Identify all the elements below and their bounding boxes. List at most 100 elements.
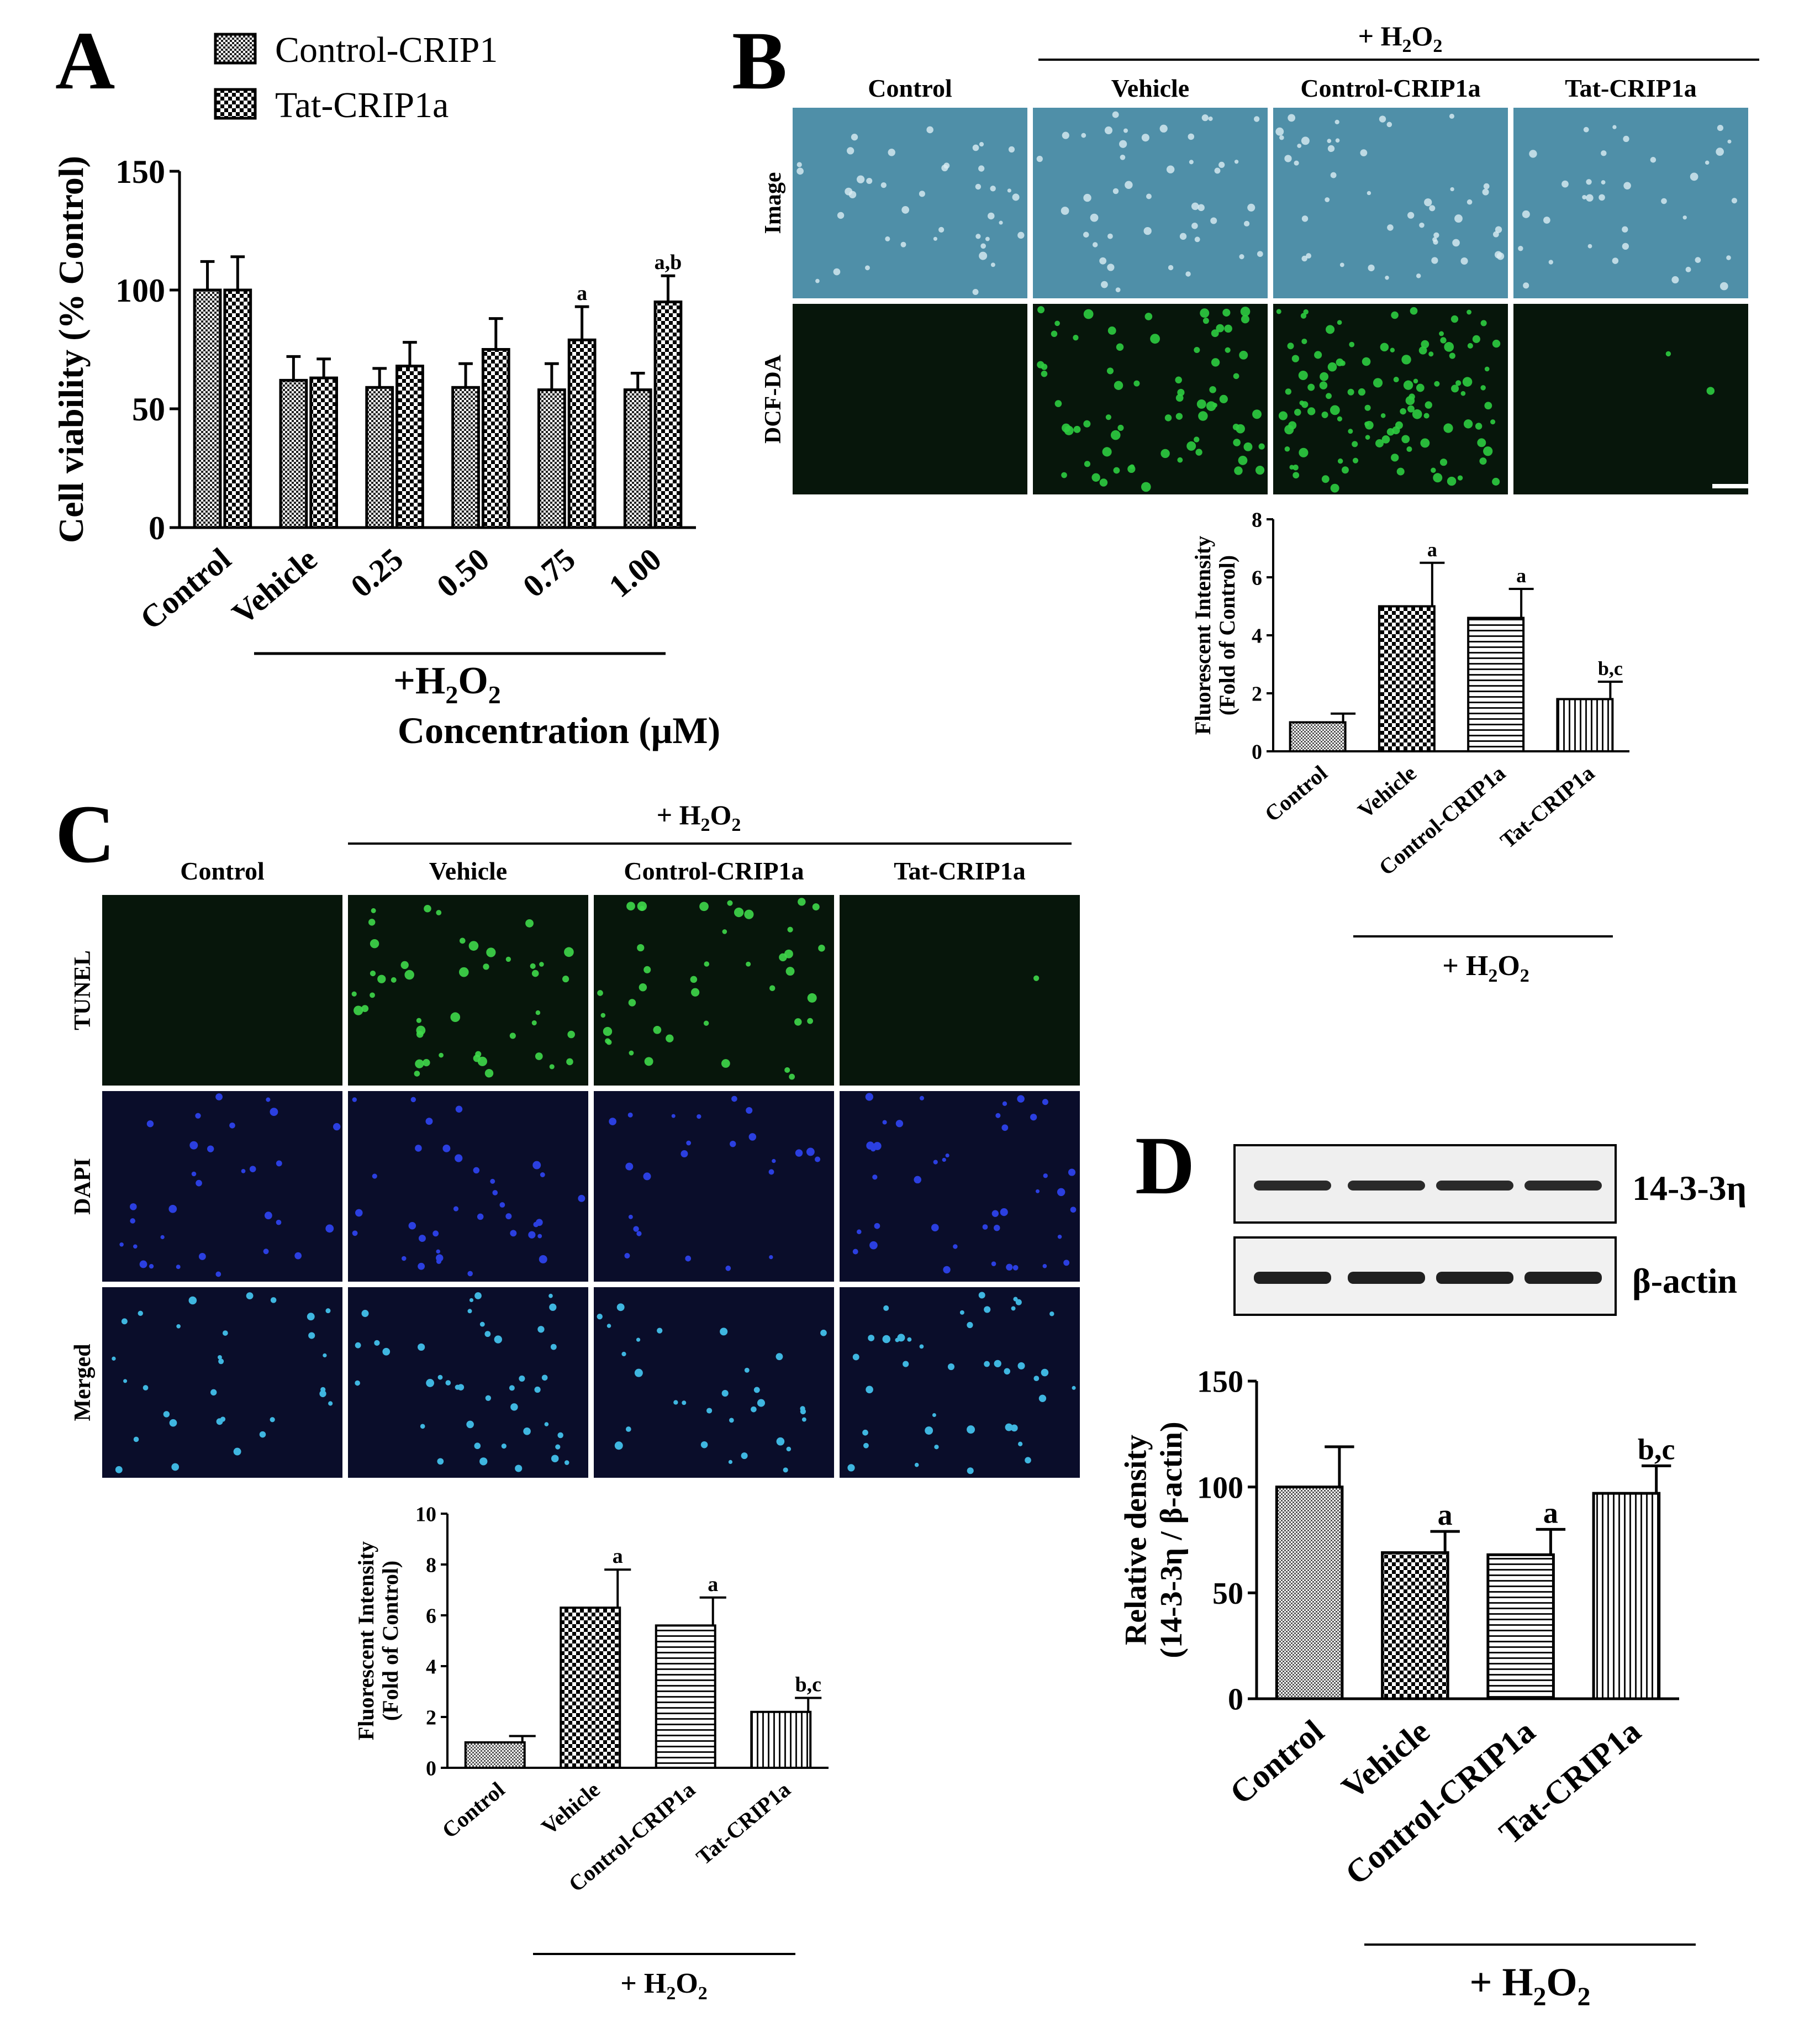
chart-d-ytick-label: 150: [1197, 1365, 1243, 1399]
chart-b-annotation-vehicle: a: [1427, 539, 1437, 561]
chart-a-bar-control-crip1-0-75: [537, 388, 566, 529]
chart-d-xtick-control: Control: [1223, 1713, 1331, 1811]
panel-letter-b: B: [732, 15, 787, 107]
chart-d-bar-control: [1275, 1486, 1344, 1700]
chart-c-ytick-label: 10: [415, 1503, 436, 1526]
panel-b-col-header-vehicle: Vehicle: [1111, 74, 1189, 102]
panel-c-tile-dapi-control-crip1a: [594, 1091, 834, 1282]
panel-letter-d: D: [1135, 1120, 1195, 1211]
chart-a-ylabel: Cell viability (% Control): [51, 156, 91, 543]
chart-d-annotation-tat-crip1a: b,c: [1638, 1432, 1675, 1466]
panel-b-row-header-dcf-da: DCF-DA: [761, 354, 786, 444]
chart-a-xlabel: Concentration (μM): [398, 709, 720, 751]
blot-label-beta-actin: β-actin: [1632, 1261, 1737, 1300]
panel-b-tile-dcf-da-control-crip1a: [1273, 304, 1508, 494]
panel-c-tile-merged-control: [102, 1287, 342, 1478]
chart-a: Control-CRIP1 Tat-CRIP1a aa,b 050100150 …: [51, 30, 720, 751]
chart-b-ytick-label: 4: [1252, 624, 1262, 647]
panel-b-tile-image-vehicle: [1033, 108, 1268, 298]
chart-b-bar-vehicle: [1378, 605, 1436, 752]
panel-c-row-header-tunel: TUNEL: [70, 950, 96, 1030]
chart-a-bar-control-crip1-vehicle: [279, 378, 308, 529]
chart-a-bar-tat-crip1a-0-75: [567, 338, 597, 529]
chart-a-annotation-1-00: a,b: [655, 251, 682, 274]
chart-b-ylabel: Fluorescent Intensity(Fold of Control): [1190, 536, 1239, 735]
panel-c-tile-merged-vehicle: [348, 1287, 588, 1478]
legend-swatch-tat-crip1a: [214, 88, 257, 120]
chart-d-bar-control-crip1a: [1486, 1553, 1555, 1700]
chart-c-xtick-control: Control: [437, 1777, 510, 1843]
chart-b-xtick-vehicle: Vehicle: [1353, 760, 1421, 823]
chart-a-xtick-control: Control: [133, 541, 238, 636]
chart-d-ytick-label: 50: [1212, 1577, 1243, 1611]
chart-c-annotation-tat-crip1a: b,c: [795, 1673, 821, 1697]
chart-a-legend: Control-CRIP1 Tat-CRIP1a: [214, 30, 498, 125]
chart-b-bar-control-crip1a: [1467, 617, 1525, 752]
panel-c-tile-tunel-control: [102, 895, 342, 1086]
panel-c-tile-merged-tat-crip1a: [840, 1287, 1080, 1478]
chart-c-bar-vehicle: [560, 1606, 621, 1769]
panel-b-tile-image-control: [793, 108, 1027, 298]
panel-b-row-header-image: Image: [761, 172, 786, 234]
chart-a-group-label: +H2O2: [393, 660, 501, 709]
panel-c-group-label: + H2O2: [657, 799, 741, 835]
chart-c-xtick-tat-crip1a: Tat-CRIP1a: [692, 1777, 795, 1869]
chart-d-ylabel: Relative density(14-3-3η / β-actin): [1119, 1421, 1188, 1658]
chart-a-ytick-label: 100: [115, 272, 165, 309]
legend-label-control-crip1: Control-CRIP1: [275, 30, 498, 70]
blot-band-beta-actin-lane-2: [1348, 1272, 1425, 1284]
chart-b-annotation-control-crip1a: a: [1516, 565, 1526, 587]
chart-c-bar-control-crip1a: [655, 1624, 716, 1769]
chart-d-xtick-vehicle: Vehicle: [1335, 1713, 1437, 1806]
chart-b-ytick-label: 2: [1252, 682, 1262, 705]
panel-c-col-header-vehicle: Vehicle: [429, 857, 507, 885]
panel-c-tile-tunel-tat-crip1a: [840, 895, 1080, 1086]
panel-c-tile-tunel-vehicle: [348, 895, 588, 1086]
chart-d-ytick-label: 100: [1197, 1471, 1243, 1505]
chart-c-ytick-label: 0: [426, 1757, 436, 1780]
chart-b-xtick-control: Control: [1260, 760, 1332, 826]
panel-c-row-header-dapi: DAPI: [70, 1158, 96, 1215]
chart-c-bar-control: [464, 1741, 526, 1769]
panel-c-col-header-control: Control: [180, 857, 265, 885]
chart-d-annotation-vehicle: a: [1438, 1498, 1453, 1531]
chart-c-ytick-label: 8: [426, 1553, 436, 1577]
panel-b-tile-dcf-da-tat-crip1a: [1513, 304, 1748, 494]
panel-c-tile-dapi-control: [102, 1091, 342, 1282]
chart-a-bar-tat-crip1a-vehicle: [309, 376, 338, 529]
chart-a-ytick-label: 0: [149, 510, 165, 546]
chart-b-bar-control: [1289, 721, 1347, 752]
chart-a-annotation-0-75: a: [577, 282, 587, 305]
chart-a-bar-tat-crip1a-control: [223, 288, 252, 529]
blot-band-beta-actin-lane-1: [1254, 1272, 1331, 1284]
chart-a-bar-tat-crip1a-0-50: [481, 348, 510, 529]
blot-band-14-3-3-lane-4: [1524, 1181, 1602, 1191]
panel-b-tile-image-tat-crip1a: [1513, 108, 1748, 298]
panel-c-tile-dapi-vehicle: [348, 1091, 588, 1282]
blot-band-14-3-3-lane-3: [1436, 1181, 1513, 1191]
blot-band-beta-actin-lane-4: [1524, 1272, 1602, 1284]
chart-d-xtick-control-crip1a: Control-CRIP1a: [1338, 1713, 1542, 1892]
panel-b-col-header-tat-crip1a: Tat-CRIP1a: [1565, 74, 1697, 102]
chart-a-bar-control-crip1-control: [193, 288, 222, 529]
chart-a-ytick-label: 150: [115, 154, 165, 190]
chart-b-bar-tat-crip1a: [1556, 698, 1614, 752]
chart-d: a a b,c 0 50 100 150 Control VehicleControl-CR…: [1119, 1365, 1696, 2011]
panel-c-row-header-merged: Merged: [70, 1344, 96, 1421]
chart-d-group-label: + H2O2: [1469, 1960, 1590, 2011]
chart-d-bar-vehicle: [1381, 1551, 1449, 1700]
chart-c-ylabel: Fluorescent Intensity(Fold of Control): [354, 1541, 403, 1740]
chart-a-bar-tat-crip1a-1-00: [653, 301, 683, 529]
panel-c-tile-tunel-control-crip1a: [594, 895, 834, 1086]
chart-b-xtick-tat-crip1a: Tat-CRIP1a: [1495, 760, 1599, 853]
panel-b-tile-dcf-da-vehicle: [1033, 304, 1268, 494]
chart-a-ytick-label: 50: [132, 391, 165, 428]
chart-a-bar-control-crip1-0-25: [365, 386, 394, 529]
chart-a-xtick-1-00: 1.00: [602, 541, 668, 604]
chart-c-ytick-label: 6: [426, 1604, 436, 1627]
chart-a-bar-control-crip1-1-00: [623, 388, 652, 529]
panel-c-tile-merged-control-crip1a: [594, 1287, 834, 1478]
panel-b-col-header-control: Control: [868, 74, 952, 102]
chart-d-bar-tat-crip1a: [1592, 1492, 1661, 1700]
chart-c-bar-tat-crip1a: [750, 1710, 812, 1769]
